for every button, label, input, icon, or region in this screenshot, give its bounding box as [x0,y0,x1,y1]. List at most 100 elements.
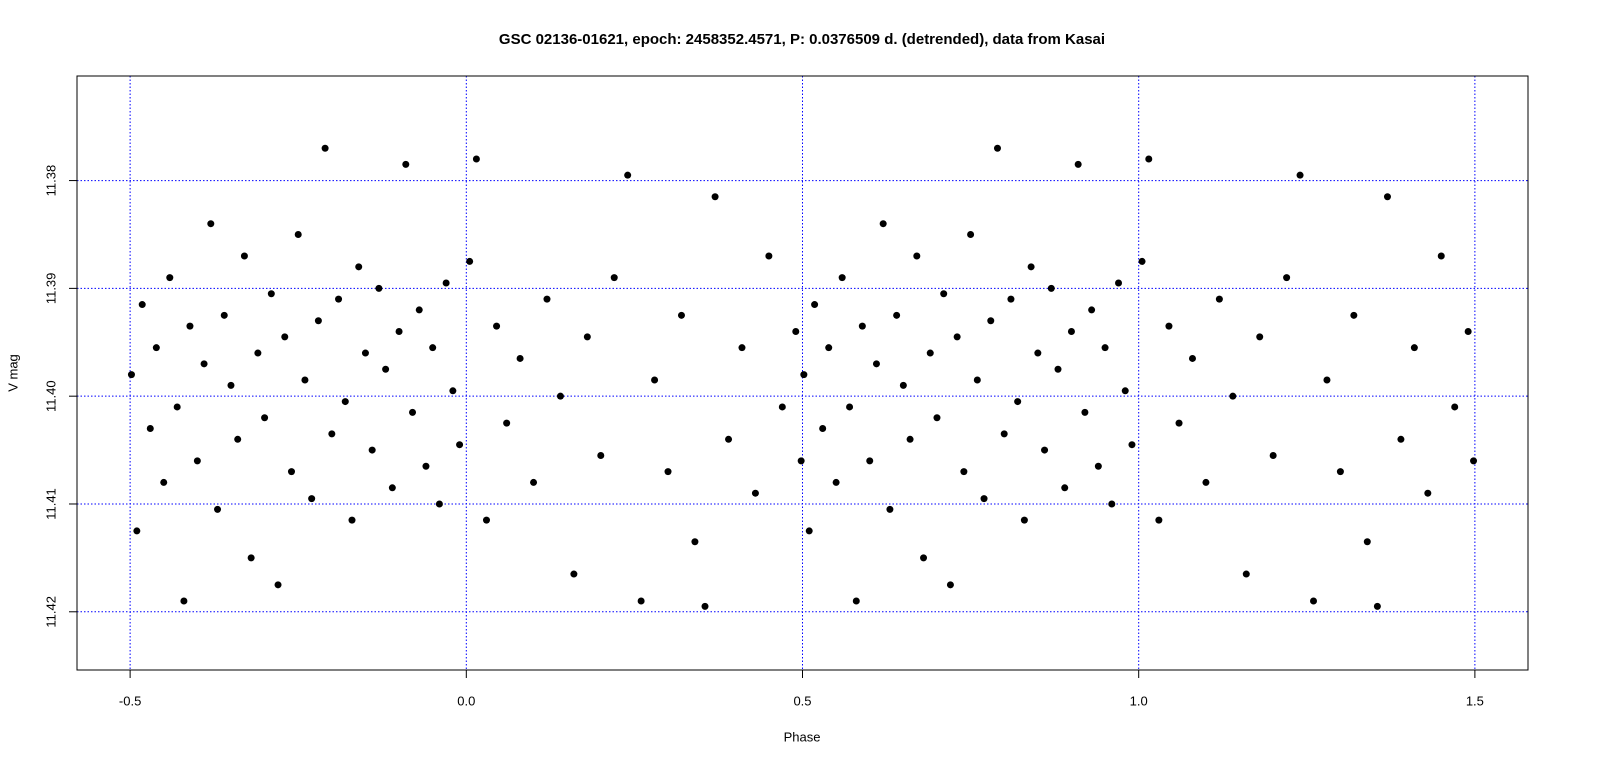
point [1054,365,1062,373]
point [1000,430,1008,438]
point [1437,252,1445,260]
point [1323,376,1331,384]
point [1145,155,1153,163]
point [1047,284,1055,292]
point [382,365,390,373]
point [610,274,618,282]
point [503,419,511,427]
point [664,468,672,476]
point [899,381,907,389]
point [472,155,480,163]
point [294,230,302,238]
point [1027,263,1035,271]
point [1121,387,1129,395]
point [1310,597,1318,605]
point [825,344,833,352]
point [1424,489,1432,497]
y-tick-label: 11.41 [43,488,58,520]
y-tick-label: 11.42 [43,596,58,628]
point [852,597,860,605]
point [127,371,135,379]
point [1041,446,1049,454]
point [832,478,840,486]
point [543,295,551,303]
point [1373,602,1381,610]
point [1410,344,1418,352]
point [1215,295,1223,303]
point [422,462,430,470]
point [980,495,988,503]
point [1175,419,1183,427]
y-tick-label: 11.38 [43,165,58,197]
point [1101,344,1109,352]
point [1088,306,1096,314]
point [1155,516,1163,524]
point [1007,295,1015,303]
point [234,435,242,443]
point [846,403,854,411]
point [1451,403,1459,411]
x-axis-label: Phase [784,729,821,744]
plot-frame [76,75,1529,671]
point [987,317,995,325]
point [556,392,564,400]
point [1188,354,1196,362]
point [1229,392,1237,400]
point [1336,468,1344,476]
point [321,144,329,152]
point [415,306,423,314]
point [493,322,501,330]
chart-title: GSC 02136-01621, epoch: 2458352.4571, P:… [499,31,1105,48]
point [838,274,846,282]
point [597,451,605,459]
point [1242,570,1250,578]
point [993,144,1001,152]
point [651,376,659,384]
point [388,484,396,492]
point [456,441,464,449]
point [872,360,880,368]
point [1363,538,1371,546]
point [960,468,968,476]
point [879,220,887,228]
point [926,349,934,357]
point [1350,311,1358,319]
point [281,333,289,341]
point [1020,516,1028,524]
point [368,446,376,454]
point [152,344,160,352]
point [240,252,248,260]
point [482,516,490,524]
point [173,403,181,411]
point [429,344,437,352]
point [792,327,800,335]
point [247,554,255,562]
point [691,538,699,546]
point [738,344,746,352]
point [200,360,208,368]
point [1283,274,1291,282]
point [811,301,819,309]
point [355,263,363,271]
point [214,505,222,513]
point [1269,451,1277,459]
x-tick-label: -0.5 [119,693,141,708]
point [516,354,524,362]
point [435,500,443,508]
x-tick-label: 0.5 [793,693,811,708]
point [287,468,295,476]
point [1464,327,1472,335]
point [1061,484,1069,492]
x-tick-label: 0.0 [457,693,475,708]
point [1383,193,1391,201]
y-tick-label: 11.40 [43,380,58,412]
point [1165,322,1173,330]
y-tick-label: 11.39 [43,273,58,305]
point [637,597,645,605]
point [267,290,275,298]
point [886,505,894,513]
point [973,376,981,384]
point [1256,333,1264,341]
